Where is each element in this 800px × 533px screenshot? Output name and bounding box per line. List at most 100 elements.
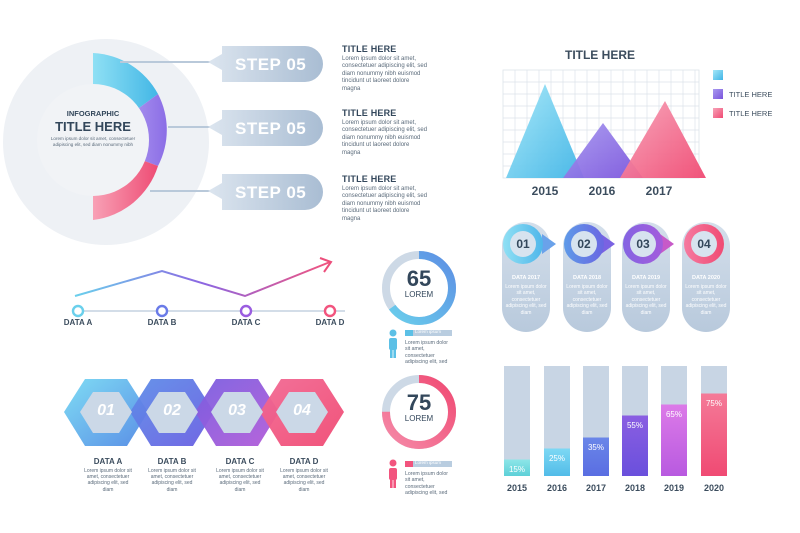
step-title: TITLE HERE	[342, 44, 397, 54]
step-pills	[208, 46, 323, 210]
person-bar-label: Lorem ipsum	[415, 460, 442, 465]
triangle-chart-title: TITLE HERE	[564, 48, 635, 62]
hexagon-label-b: DATA B	[157, 457, 187, 466]
person-bar-label: Lorem ipsum	[415, 329, 442, 334]
line-chart-label-c: DATA C	[231, 318, 261, 327]
timeline-number-02: 02	[577, 237, 591, 251]
legend-swatch-cyan	[713, 70, 723, 80]
person-description: Lorem ipsum dolor sit amet, consectetuer…	[405, 471, 448, 496]
line-chart-arrowhead	[319, 257, 333, 273]
person-description: Lorem ipsum dolor sit amet, consectetuer…	[405, 340, 448, 365]
donut-75-label: 75 LOREM	[389, 390, 449, 424]
timeline-number-01: 01	[516, 237, 530, 251]
step-title: TITLE HERE	[342, 174, 397, 184]
line-chart	[71, 257, 345, 318]
timeline-body-3: Lorem ipsum dolor sit amet, consectetuer…	[625, 284, 667, 316]
bar-2019	[661, 404, 687, 476]
person-icon	[389, 459, 397, 488]
hexagon-number-02: 02	[163, 402, 181, 419]
line-chart-label-a: DATA A	[63, 318, 93, 327]
hexagon-number-01: 01	[97, 402, 115, 419]
bar-value-label-2015: 15%	[508, 464, 525, 474]
step-pill-1	[208, 46, 323, 82]
donut-caption: LOREM	[404, 290, 434, 299]
hexagon-number-03: 03	[228, 402, 246, 419]
timeline-title-1: DATA 2017	[511, 275, 541, 281]
triangle-category-2016: 2016	[588, 184, 616, 198]
person-label-bar-pink	[405, 461, 452, 467]
hexagon-label-a: DATA A	[93, 457, 123, 466]
step-pill-2	[208, 110, 323, 146]
hexagon-row	[64, 379, 344, 446]
hexagon-description-a: Lorem ipsum dolor sit amet, consectetuer…	[84, 468, 132, 493]
bar-value-label-2019: 65%	[665, 409, 682, 419]
hexagon-description-b: Lorem ipsum dolor sit amet, consectetuer…	[148, 468, 196, 493]
step-body: Lorem ipsum dolor sit amet, consectetuer…	[342, 186, 428, 222]
hexagon-description-c: Lorem ipsum dolor sit amet, consectetuer…	[216, 468, 264, 493]
step-description-1: TITLE HERE Lorem ipsum dolor sit amet, c…	[342, 44, 428, 93]
infographic-title-block: INFOGRAPHIC TITLE HERE Lorem ipsum dolor…	[45, 109, 141, 147]
bar-category-label-2020: 2020	[703, 483, 725, 493]
bar-value-label-2018: 55%	[626, 420, 643, 430]
step-description-3: TITLE HERE Lorem ipsum dolor sit amet, c…	[342, 174, 428, 223]
bar-category-label-2018: 2018	[624, 483, 646, 493]
step-label-3: STEP 05	[235, 183, 307, 202]
timeline-number-04: 04	[697, 237, 711, 251]
bar-category-label-2016: 2016	[546, 483, 568, 493]
triangle-category-2017: 2017	[645, 184, 673, 198]
step-pill-3	[208, 174, 323, 210]
timeline-body-4: Lorem ipsum dolor sit amet, consectetuer…	[685, 284, 727, 316]
step-body: Lorem ipsum dolor sit amet, consectetuer…	[342, 56, 428, 92]
step-label-2: STEP 05	[235, 119, 307, 138]
step-label-1: STEP 05	[235, 55, 307, 74]
triangle-chart-marks	[506, 84, 706, 178]
step-description-2: TITLE HERE Lorem ipsum dolor sit amet, c…	[342, 108, 428, 157]
legend-label-2: TITLE HERE	[729, 90, 773, 99]
donut-75	[382, 375, 456, 449]
step-body: Lorem ipsum dolor sit amet, consectetuer…	[342, 120, 428, 156]
infographic-title: TITLE HERE	[55, 119, 131, 134]
bar-value-label-2020: 75%	[705, 398, 722, 408]
donut-value: 75	[406, 390, 432, 415]
bar-value-label-2017: 35%	[587, 442, 604, 452]
line-chart-label-d: DATA D	[315, 318, 345, 327]
legend-swatch-purple	[713, 89, 723, 99]
bar-track-2015	[504, 366, 530, 476]
donut-value: 65	[406, 266, 432, 291]
step-title: TITLE HERE	[342, 108, 397, 118]
person-label-accent	[405, 461, 413, 467]
triangle-category-2015: 2015	[531, 184, 559, 198]
line-chart-series	[74, 261, 331, 298]
hexagon-description-d: Lorem ipsum dolor sit amet, consectetuer…	[280, 468, 328, 493]
line-chart-point-b	[155, 304, 169, 318]
legend-label-3: TITLE HERE	[729, 109, 773, 118]
bar-category-label-2017: 2017	[585, 483, 607, 493]
hexagon-label-d: DATA D	[289, 457, 319, 466]
donut-65-label: 65 LOREM	[389, 266, 449, 300]
bar-2020	[701, 393, 727, 476]
triangle-2015	[506, 84, 584, 178]
legend-swatch-pink	[713, 108, 723, 118]
timeline-body-1: Lorem ipsum dolor sit amet, consectetuer…	[505, 284, 547, 316]
timeline-title-3: DATA 2019	[631, 275, 661, 281]
hexagon-label-c: DATA C	[225, 457, 255, 466]
bar-chart	[504, 366, 727, 476]
bar-category-label-2015: 2015	[506, 483, 528, 493]
bar-2015	[504, 459, 530, 476]
infographic-circle-graphic	[3, 39, 209, 245]
bar-value-label-2016: 25%	[548, 453, 565, 463]
line-chart-point-a	[71, 304, 85, 318]
infographic-subtitle: INFOGRAPHIC	[66, 109, 120, 118]
bar-category-label-2019: 2019	[663, 483, 685, 493]
bar-2016	[544, 448, 570, 476]
person-icon	[389, 329, 397, 358]
bar-2017	[583, 437, 609, 476]
donut-caption: LOREM	[404, 414, 434, 423]
timeline-number-03: 03	[636, 237, 650, 251]
triangle-2016	[563, 123, 643, 178]
timeline-body-2: Lorem ipsum dolor sit amet, consectetuer…	[566, 284, 608, 316]
line-chart-point-d	[323, 304, 337, 318]
donut-65	[382, 251, 456, 325]
timeline-title-4: DATA 2020	[691, 275, 721, 281]
